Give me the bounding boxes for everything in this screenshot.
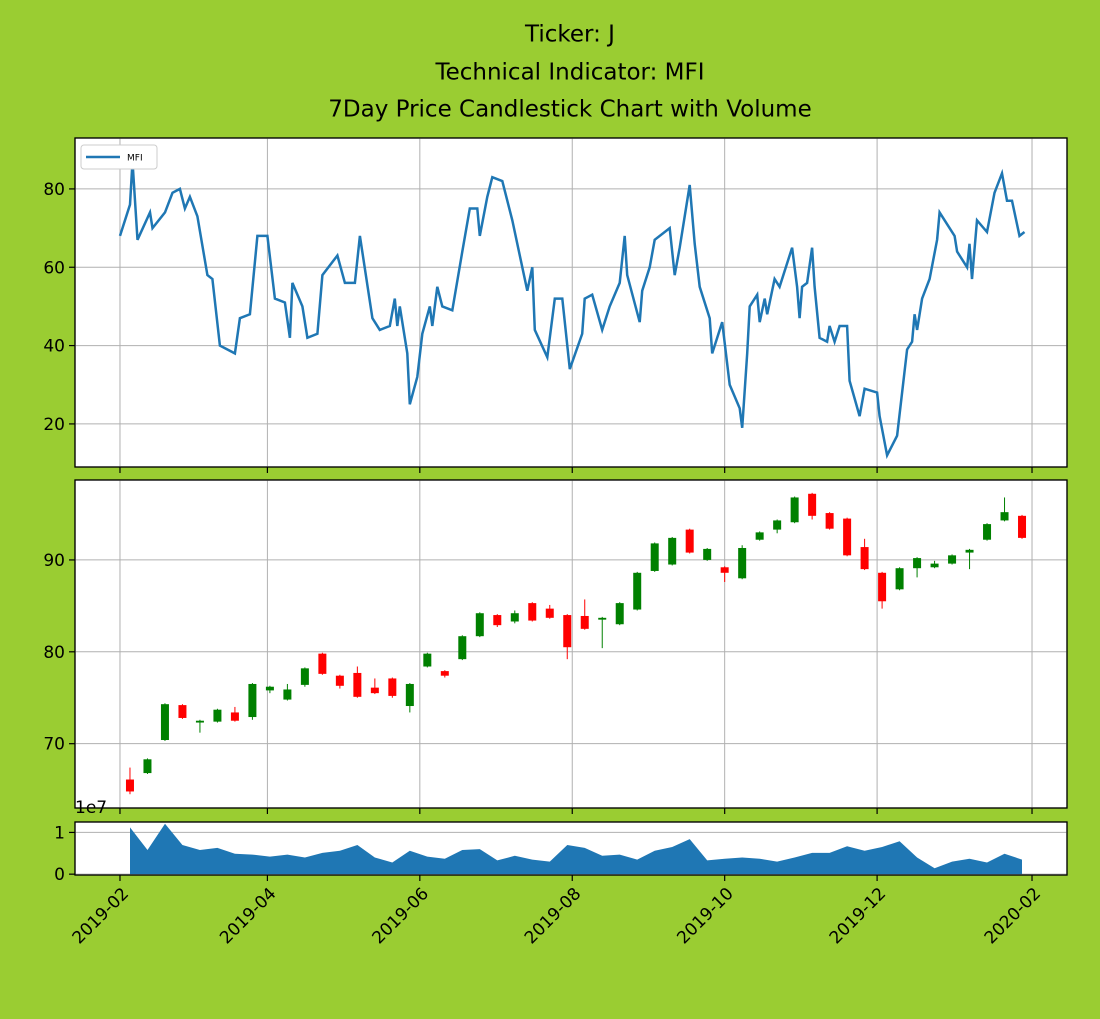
offset-label: 1e7: [75, 798, 107, 818]
x-tick-label: 2019-12: [826, 884, 890, 948]
chart-title: Technical Indicator: MFI: [434, 60, 704, 86]
candle-body: [965, 549, 974, 553]
panel-border: [74, 821, 1068, 876]
x-tick-label: 2019-10: [673, 884, 737, 948]
candle-body: [370, 687, 379, 694]
candle-body: [300, 668, 309, 685]
y-tick-label: 70: [43, 735, 65, 755]
candle-body: [283, 689, 292, 700]
candle-body: [755, 532, 764, 540]
candle-body: [843, 518, 852, 556]
y-tick-label: 60: [43, 258, 65, 278]
candle-body: [213, 709, 222, 722]
candle-body: [1000, 512, 1009, 521]
candle-body: [580, 615, 589, 629]
candle-body: [563, 615, 572, 648]
candle-body: [930, 563, 939, 568]
mfi-line: [118, 161, 1026, 460]
x-tick-label: 2019-04: [216, 884, 280, 948]
candle-body: [160, 704, 169, 741]
candle-body: [895, 568, 904, 590]
panel-frame: [74, 137, 1068, 468]
candle-body: [703, 548, 712, 560]
volume-area: [130, 823, 1022, 875]
candle-body: [388, 678, 397, 696]
candle-body: [265, 686, 274, 691]
candle-body: [318, 653, 327, 674]
candle-body: [178, 705, 187, 718]
candle-body: [825, 513, 834, 529]
candle-body: [475, 613, 484, 637]
y-tick-label: 80: [43, 180, 65, 200]
candle-body: [248, 683, 257, 718]
candle-body: [1018, 515, 1027, 538]
x-tick-label: 2019-02: [69, 884, 133, 948]
x-tick-label: 2020-02: [981, 884, 1045, 948]
y-tick-label: 20: [43, 415, 65, 435]
candle-body: [405, 683, 414, 707]
candle-body: [423, 653, 432, 667]
legend-label: MFI: [127, 154, 143, 164]
candle-body: [738, 547, 747, 579]
candle-body: [685, 529, 694, 553]
candle-body: [353, 672, 362, 697]
chart-title: 7Day Price Candlestick Chart with Volume: [328, 97, 811, 123]
candle-body: [125, 779, 134, 792]
y-tick-label: 90: [43, 551, 65, 571]
candle-body: [335, 675, 344, 686]
candle-body: [773, 520, 782, 530]
candle-body: [808, 493, 817, 516]
candle-body: [545, 608, 554, 618]
candle-body: [650, 543, 659, 571]
y-tick-label: 40: [43, 337, 65, 357]
panel-border: [74, 137, 1068, 468]
candle-body: [668, 537, 677, 565]
candle-body: [860, 547, 869, 570]
candle-body: [878, 572, 887, 602]
candle-body: [230, 712, 239, 721]
candle-body: [913, 558, 922, 569]
candle-body: [440, 671, 449, 676]
candle-body: [948, 555, 957, 564]
candle-body: [633, 572, 642, 610]
candle-body: [790, 497, 799, 523]
candle-body: [458, 636, 467, 660]
candle-body: [143, 759, 152, 774]
candle-body: [528, 603, 537, 621]
candle-body: [983, 524, 992, 540]
candle-body: [195, 720, 204, 723]
y-tick-label: 1: [54, 823, 65, 843]
x-tick-label: 2019-06: [369, 884, 433, 948]
candle-body: [510, 613, 519, 622]
candle-body: [720, 567, 729, 573]
panel-border: [74, 479, 1068, 809]
chart-title: Ticker: J: [524, 22, 615, 48]
candle-body: [598, 617, 607, 620]
y-tick-label: 80: [43, 643, 65, 663]
candle-body: [615, 603, 624, 625]
y-tick-label: 0: [54, 865, 65, 885]
candle-body: [493, 615, 502, 626]
x-tick-label: 2019-08: [521, 884, 585, 948]
